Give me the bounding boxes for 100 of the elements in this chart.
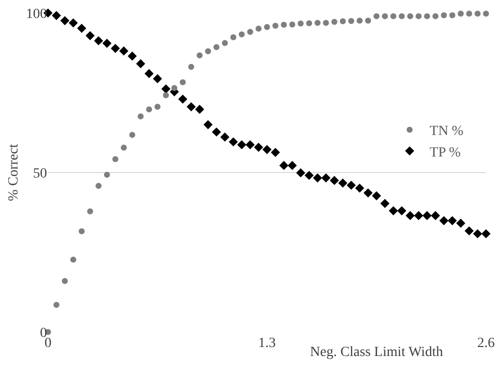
point: [112, 156, 118, 162]
point: [440, 12, 447, 18]
point: [62, 278, 68, 284]
point: [289, 21, 296, 28]
point: [338, 178, 348, 188]
point: [68, 18, 78, 28]
y-tick-label: 100: [26, 6, 47, 22]
point: [407, 13, 414, 20]
x-tick-label: 2.6: [477, 336, 495, 351]
y-axis-title: % Correct: [6, 144, 22, 202]
point: [374, 13, 380, 20]
point: [398, 13, 405, 20]
point: [340, 18, 346, 24]
point: [380, 198, 390, 208]
point: [161, 84, 170, 94]
point: [464, 226, 474, 236]
point: [458, 10, 464, 17]
point: [304, 170, 314, 180]
point: [365, 18, 372, 24]
point: [78, 228, 85, 234]
point: [270, 148, 280, 157]
legend-label: TN %: [430, 124, 464, 140]
point: [372, 191, 382, 200]
point: [330, 176, 339, 186]
point: [146, 106, 152, 112]
point: [296, 168, 306, 178]
point: [306, 20, 312, 26]
point: [449, 12, 456, 18]
point: [474, 10, 481, 17]
point: [238, 31, 245, 38]
point: [466, 10, 472, 17]
point: [473, 229, 482, 238]
point: [87, 208, 94, 214]
point: [262, 144, 272, 154]
point: [397, 206, 406, 216]
point: [264, 24, 270, 30]
point: [188, 64, 194, 70]
point: [212, 127, 222, 137]
point: [70, 256, 76, 263]
point: [180, 79, 186, 86]
point: [321, 173, 331, 182]
point: [256, 26, 262, 32]
point: [136, 59, 146, 68]
point: [237, 140, 246, 150]
point: [94, 36, 104, 46]
point: [356, 18, 363, 24]
point: [414, 211, 424, 220]
point: [432, 13, 438, 20]
point: [228, 137, 238, 146]
point: [119, 46, 128, 56]
point: [120, 144, 127, 151]
point: [213, 44, 220, 50]
point: [77, 24, 86, 33]
point: [298, 20, 304, 27]
point: [346, 180, 356, 190]
point: [322, 20, 329, 26]
point: [246, 140, 255, 150]
point: [203, 120, 213, 130]
point: [96, 182, 102, 189]
point: [314, 20, 321, 26]
point: [348, 18, 354, 24]
point: [86, 31, 95, 40]
point: [272, 22, 278, 29]
point: [196, 52, 203, 58]
x-tick-label: 1.3: [258, 336, 276, 351]
point: [422, 211, 432, 220]
point: [382, 13, 388, 20]
point: [102, 38, 112, 48]
point: [331, 18, 338, 25]
point: [128, 52, 137, 61]
point: [424, 13, 430, 20]
point: [481, 229, 491, 238]
point: [178, 94, 188, 104]
point: [154, 104, 160, 110]
point: [104, 172, 110, 178]
y-tick-label: 50: [33, 166, 47, 182]
point: [406, 211, 415, 220]
point: [279, 160, 288, 170]
point: [60, 16, 70, 26]
point: [416, 13, 422, 20]
point: [254, 142, 264, 152]
point: [456, 218, 466, 228]
point: [439, 216, 448, 226]
x-axis-title: Neg. Class Limit Width: [310, 345, 443, 360]
point: [390, 13, 396, 20]
point: [355, 184, 364, 193]
point: [483, 10, 489, 17]
point: [186, 102, 196, 112]
point: [138, 113, 144, 120]
point: [162, 92, 169, 98]
point: [220, 132, 230, 142]
point: [280, 22, 287, 28]
point: [388, 206, 398, 216]
point: [230, 34, 236, 40]
point: [152, 74, 162, 84]
point: [171, 84, 178, 91]
point: [129, 132, 136, 138]
point: [205, 48, 212, 54]
point: [52, 11, 61, 20]
point: [110, 44, 120, 53]
